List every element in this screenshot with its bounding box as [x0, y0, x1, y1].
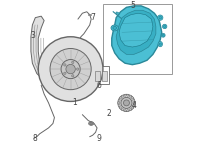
Circle shape — [123, 100, 129, 106]
Circle shape — [119, 107, 122, 109]
Bar — [94, 66, 109, 84]
Circle shape — [118, 102, 120, 104]
Polygon shape — [112, 6, 162, 65]
Circle shape — [64, 72, 66, 74]
Circle shape — [118, 99, 120, 101]
Circle shape — [133, 102, 135, 104]
Circle shape — [162, 34, 164, 36]
Ellipse shape — [162, 24, 167, 29]
Text: 7: 7 — [90, 13, 95, 22]
Text: 3: 3 — [30, 31, 35, 40]
Circle shape — [124, 94, 126, 96]
Circle shape — [124, 110, 126, 112]
Circle shape — [159, 16, 162, 19]
Text: 4: 4 — [131, 101, 136, 110]
Circle shape — [118, 94, 135, 111]
Circle shape — [131, 97, 133, 99]
Ellipse shape — [111, 25, 118, 31]
Text: 6: 6 — [96, 81, 101, 90]
Ellipse shape — [161, 33, 165, 37]
Circle shape — [90, 122, 93, 125]
Circle shape — [133, 105, 135, 107]
Bar — [88, 14, 91, 15]
Polygon shape — [31, 16, 47, 81]
Bar — [95, 71, 100, 81]
Text: 2: 2 — [106, 109, 111, 118]
Polygon shape — [116, 10, 156, 54]
Circle shape — [159, 43, 161, 45]
Text: 9: 9 — [96, 134, 101, 143]
Circle shape — [122, 109, 124, 111]
Circle shape — [76, 68, 79, 70]
Circle shape — [38, 37, 103, 101]
Circle shape — [121, 97, 132, 108]
Circle shape — [122, 95, 124, 97]
Bar — [103, 4, 172, 73]
Ellipse shape — [89, 122, 94, 125]
Circle shape — [119, 97, 122, 99]
Ellipse shape — [113, 26, 117, 29]
Circle shape — [118, 105, 120, 107]
Text: 5: 5 — [130, 1, 135, 10]
Circle shape — [164, 25, 166, 28]
Circle shape — [129, 95, 131, 97]
Text: 8: 8 — [33, 134, 38, 143]
Polygon shape — [119, 13, 153, 47]
Circle shape — [72, 61, 74, 64]
Text: 1: 1 — [73, 98, 77, 107]
Circle shape — [64, 64, 66, 66]
Circle shape — [127, 110, 129, 112]
Circle shape — [133, 99, 135, 101]
Ellipse shape — [158, 15, 163, 20]
Bar — [102, 71, 107, 81]
Circle shape — [72, 75, 74, 77]
Circle shape — [129, 109, 131, 111]
Ellipse shape — [158, 41, 162, 47]
Circle shape — [131, 107, 133, 109]
Circle shape — [66, 64, 75, 74]
Circle shape — [61, 60, 80, 79]
Circle shape — [127, 94, 129, 96]
Ellipse shape — [116, 12, 119, 14]
Circle shape — [50, 49, 91, 90]
